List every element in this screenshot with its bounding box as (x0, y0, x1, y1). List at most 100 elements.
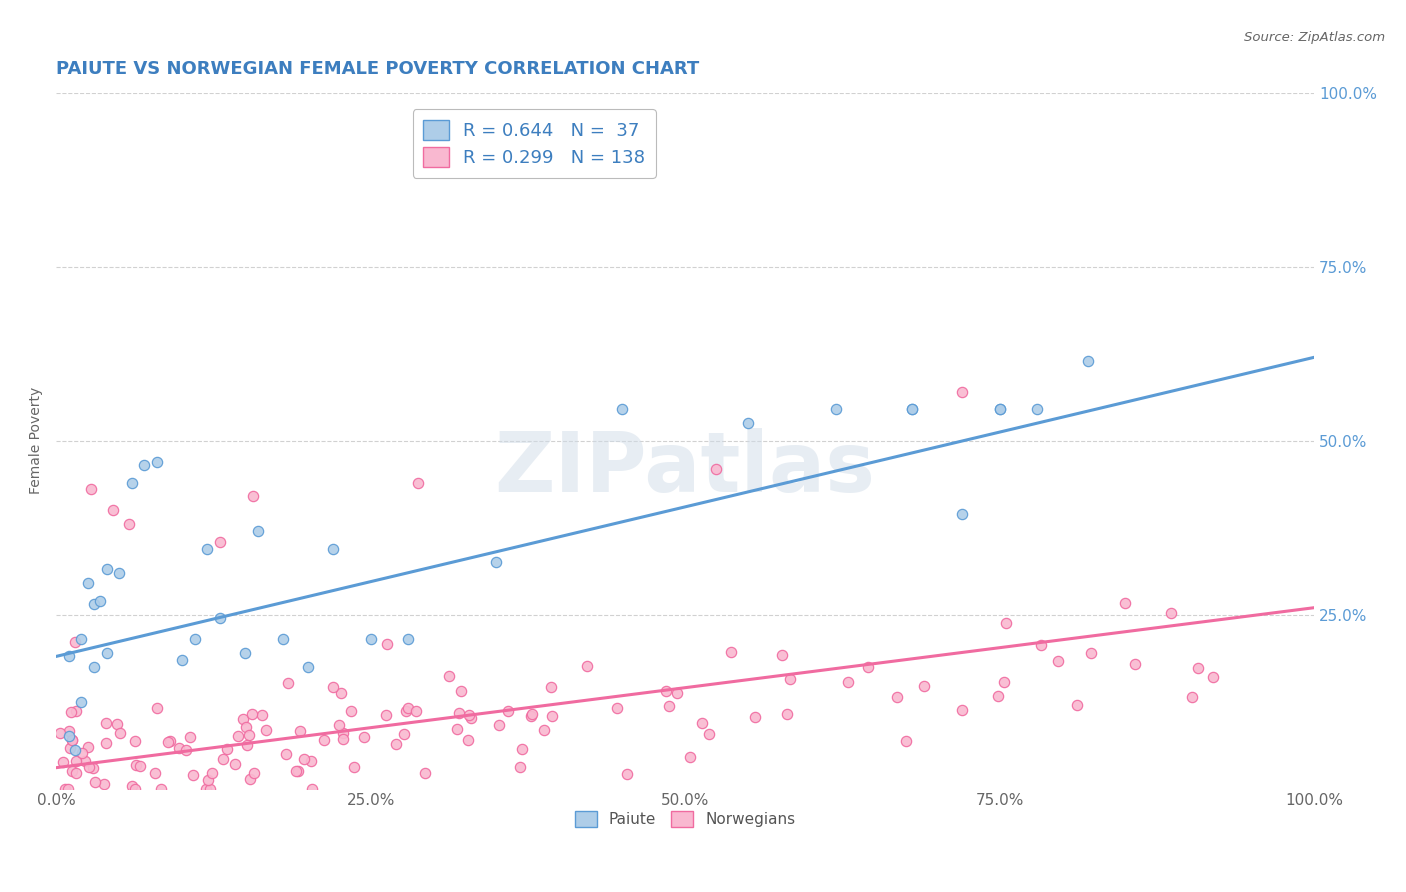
Point (96, 646, 118, 660)
Point (209, 534, 232, 549)
Text: Source: ZipAtlas.com: Source: ZipAtlas.com (1244, 31, 1385, 45)
Point (70, 695, 93, 709)
Point (198, 781, 221, 796)
Point (194, 781, 217, 796)
Point (398, 632, 420, 646)
Point (179, 730, 201, 744)
Point (60, 732, 83, 747)
Text: ZIPatlas: ZIPatlas (495, 428, 876, 509)
Point (987, 690, 1010, 704)
Point (332, 725, 354, 739)
Point (658, 698, 681, 713)
Point (575, 659, 598, 673)
Point (271, 632, 294, 646)
Point (322, 541, 344, 556)
Point (60, 764, 83, 778)
Point (217, 742, 239, 756)
Point (232, 712, 254, 726)
Point (737, 417, 759, 431)
Point (312, 733, 335, 747)
Point (77, 740, 100, 755)
Point (238, 728, 260, 742)
Point (720, 645, 742, 659)
Point (1202, 670, 1225, 684)
Point (53, 781, 76, 796)
Point (540, 680, 562, 694)
Point (49, 725, 72, 739)
Point (181, 768, 204, 782)
Point (328, 718, 350, 732)
Point (176, 743, 198, 757)
Point (124, 781, 146, 796)
Point (993, 675, 1015, 690)
Point (353, 730, 375, 744)
Point (63, 635, 86, 649)
Point (118, 517, 141, 532)
Point (77, 760, 100, 774)
Point (988, 402, 1011, 417)
Point (449, 706, 471, 720)
Point (413, 765, 436, 780)
Point (195, 541, 218, 556)
Point (450, 684, 472, 698)
Point (58, 730, 80, 744)
Point (287, 764, 309, 779)
Point (360, 632, 382, 646)
Point (437, 668, 460, 682)
Point (274, 747, 297, 761)
Point (330, 686, 353, 700)
Point (89, 593, 111, 607)
Point (299, 754, 322, 768)
Point (288, 723, 311, 738)
Point (60, 733, 83, 747)
Point (1077, 353, 1099, 368)
Point (886, 690, 908, 704)
Point (396, 701, 419, 715)
Point (343, 759, 366, 773)
Point (143, 766, 166, 780)
Point (121, 475, 143, 490)
Point (1114, 596, 1136, 610)
Point (105, 717, 128, 731)
Point (520, 709, 543, 723)
Point (96, 562, 118, 576)
Point (96, 716, 118, 731)
Point (183, 632, 205, 646)
Point (322, 680, 344, 694)
Point (65, 704, 87, 718)
Point (666, 686, 689, 700)
Point (124, 733, 146, 747)
Point (252, 707, 274, 722)
Point (837, 675, 859, 690)
Point (83, 660, 105, 674)
Point (159, 733, 181, 747)
Point (93, 777, 115, 791)
Point (374, 707, 396, 722)
Point (988, 402, 1011, 417)
Point (1066, 698, 1088, 712)
Point (146, 455, 169, 469)
Point (224, 757, 246, 772)
Point (76, 576, 98, 591)
Point (704, 461, 727, 475)
Point (208, 611, 231, 625)
Point (697, 727, 720, 741)
Point (1080, 646, 1102, 660)
Point (460, 711, 482, 725)
Point (82, 760, 104, 774)
Point (65, 754, 87, 768)
Point (457, 732, 479, 747)
Point (405, 704, 427, 718)
Point (655, 684, 678, 698)
Point (488, 718, 510, 732)
Point (509, 760, 531, 774)
Point (239, 772, 262, 786)
Point (395, 704, 418, 718)
Point (101, 503, 124, 517)
Point (157, 734, 180, 748)
Point (994, 616, 1017, 631)
Point (541, 709, 564, 723)
Point (522, 706, 544, 721)
Point (385, 737, 408, 751)
Point (339, 704, 361, 718)
